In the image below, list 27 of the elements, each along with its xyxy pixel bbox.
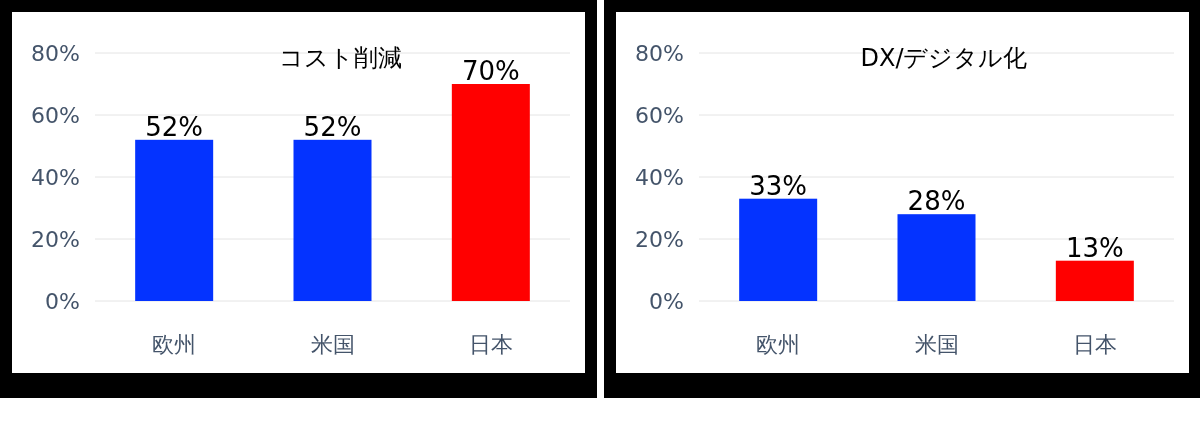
x-tick-label: 欧州	[152, 332, 197, 357]
y-tick-label: 20%	[635, 227, 684, 252]
y-tick-label: 60%	[635, 103, 684, 128]
chart-title: コスト削減	[278, 44, 402, 72]
bar	[1055, 260, 1134, 301]
y-tick-label: 0%	[649, 289, 684, 314]
data-label: 70%	[461, 56, 520, 86]
x-tick-label: 日本	[468, 332, 513, 357]
y-tick-label: 0%	[45, 289, 80, 314]
bar	[897, 214, 976, 301]
bar	[739, 198, 818, 301]
x-tick-label: 米国	[914, 332, 959, 357]
x-tick-label: 日本	[1072, 332, 1117, 357]
data-label: 28%	[907, 186, 966, 217]
data-label: 33%	[749, 170, 808, 201]
y-tick-label: 20%	[31, 227, 80, 252]
y-tick-label: 60%	[31, 103, 80, 128]
y-tick-label: 40%	[31, 165, 80, 190]
y-tick-label: 40%	[635, 165, 684, 190]
data-label: 13%	[1065, 232, 1124, 263]
data-label: 52%	[303, 111, 362, 142]
data-label: 52%	[145, 111, 204, 142]
y-tick-label: 80%	[635, 41, 684, 66]
x-tick-label: 米国	[310, 332, 355, 357]
x-tick-label: 欧州	[756, 332, 801, 357]
chart-title: DX/デジタル化	[860, 44, 1028, 72]
y-tick-label: 80%	[31, 41, 80, 66]
